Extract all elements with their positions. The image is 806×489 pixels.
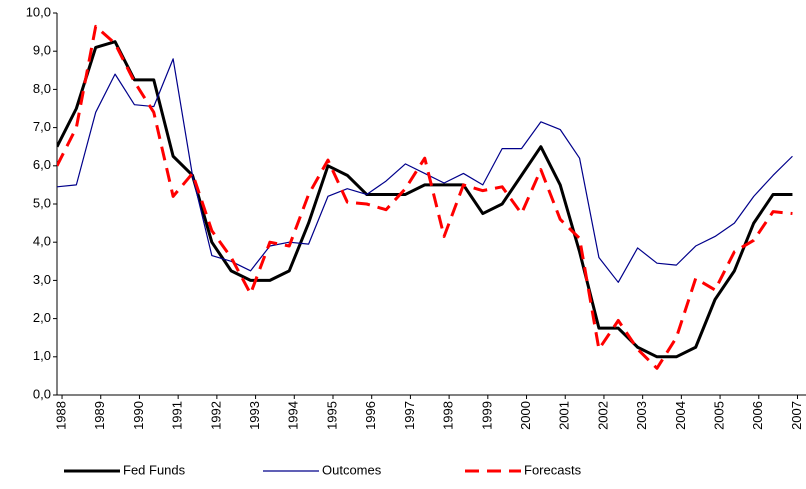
x-tick-label: 1990 (131, 401, 146, 430)
x-tick-label: 2004 (673, 401, 688, 430)
x-tick-label: 2002 (595, 401, 610, 430)
x-tick-label: 1995 (324, 401, 339, 430)
x-tick-label: 1992 (208, 401, 223, 430)
plot-lines (57, 24, 793, 370)
y-tick-label: 3,0 (33, 272, 51, 287)
y-tick-label: 2,0 (33, 310, 51, 325)
series-line (57, 40, 793, 359)
series-line (57, 58, 793, 283)
x-tick-label: 1988 (53, 401, 68, 430)
y-tick-label: 0,0 (33, 386, 51, 401)
legend-label: Fed Funds (123, 462, 186, 477)
x-tick-label: 2007 (789, 401, 804, 430)
y-tick-label: 4,0 (33, 234, 51, 249)
y-tick-label: 8,0 (33, 81, 51, 96)
y-tick-label: 6,0 (33, 157, 51, 172)
series-line (57, 24, 793, 370)
y-tick-label: 7,0 (33, 119, 51, 134)
x-tick-label: 1994 (286, 401, 301, 430)
x-tick-label: 2000 (518, 401, 533, 430)
y-tick-label: 5,0 (33, 195, 51, 210)
x-tick-label: 1999 (479, 401, 494, 430)
y-tick-label: 9,0 (33, 43, 51, 58)
x-tick-label: 2005 (712, 401, 727, 430)
x-tick-label: 1993 (247, 401, 262, 430)
y-tick-label: 1,0 (33, 348, 51, 363)
x-tick-label: 2003 (634, 401, 649, 430)
x-tick-label: 1989 (92, 401, 107, 430)
x-tick-label: 2006 (750, 401, 765, 430)
legend-label: Outcomes (322, 462, 382, 477)
x-tick-label: 1998 (441, 401, 456, 430)
x-tick-label: 1996 (363, 401, 378, 430)
x-tick-label: 2001 (557, 401, 572, 430)
x-tick-label: 1991 (170, 401, 185, 430)
legend-label: Forecasts (524, 462, 582, 477)
y-tick-label: 10,0 (26, 4, 51, 19)
x-tick-label: 1997 (402, 401, 417, 430)
